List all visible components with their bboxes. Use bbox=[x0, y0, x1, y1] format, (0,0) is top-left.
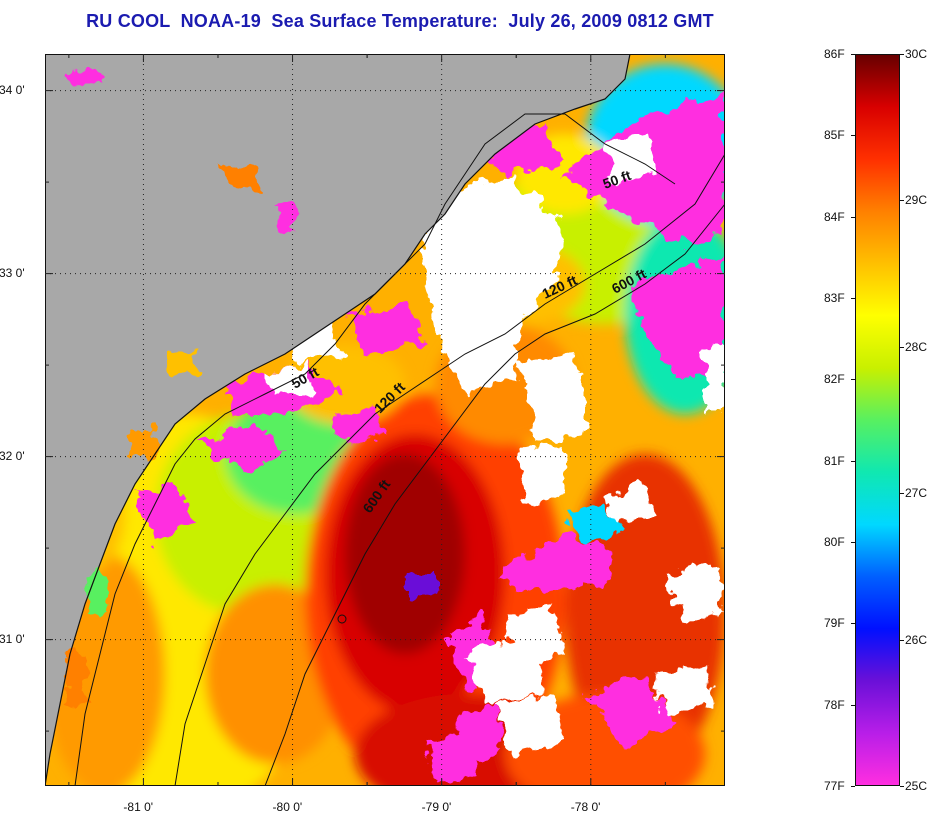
colorbar-f-label: 82F bbox=[824, 372, 845, 387]
sst-map-canvas: 50 ft 120 ft 600 ft 50 ft 120 ft 600 ft bbox=[45, 54, 725, 786]
colorbar-f-tick bbox=[851, 623, 855, 625]
colorbar-f-label: 77F bbox=[824, 779, 845, 793]
lon-tick-label: -81 0' bbox=[123, 800, 154, 814]
colorbar-f-tick bbox=[851, 542, 855, 543]
colorbar-f-label: 83F bbox=[824, 291, 845, 305]
sst-map: 50 ft 120 ft 600 ft 50 ft 120 ft 600 ft bbox=[45, 54, 725, 786]
coastal-fringe bbox=[65, 68, 297, 706]
colorbar-c-label: 25C bbox=[905, 779, 928, 793]
colorbar-f-label: 81F bbox=[824, 453, 845, 468]
colorbar-f-tick bbox=[851, 704, 855, 706]
land-mass bbox=[45, 54, 630, 786]
colorbar-f-tick bbox=[851, 135, 855, 137]
lat-tick-label: 32 0' bbox=[0, 448, 25, 463]
colorbar-gradient bbox=[856, 55, 899, 785]
colorbar-c-label: 28C bbox=[905, 339, 928, 354]
contour-600ft bbox=[264, 203, 725, 786]
lon-tick-label: -79 0' bbox=[421, 800, 452, 814]
colorbar-c-tick bbox=[900, 493, 904, 495]
map-title: RU COOL NOAA-19 Sea Surface Temperature:… bbox=[86, 11, 714, 31]
colorbar-c-tick bbox=[900, 54, 904, 55]
lon-tick-label: -78 0' bbox=[570, 800, 601, 814]
lat-tick-label: 31 0' bbox=[0, 631, 25, 646]
graticule bbox=[45, 54, 725, 786]
colorbar-f-tick bbox=[851, 379, 855, 381]
colorbar-c-tick bbox=[900, 200, 904, 202]
axis-ticks bbox=[45, 54, 725, 786]
colorbar-f-label: 84F bbox=[824, 209, 845, 224]
colorbar-c-tick bbox=[900, 786, 904, 787]
contour-120ft bbox=[174, 153, 725, 786]
colorbar-c-tick bbox=[900, 639, 904, 641]
colorbar-f-label: 80F bbox=[824, 535, 845, 549]
coastline bbox=[45, 54, 631, 786]
colorbar-f-label: 79F bbox=[824, 616, 845, 631]
contour-50ft bbox=[74, 113, 676, 786]
colorbar-c-label: 26C bbox=[905, 632, 928, 647]
colorbar-f-label: 78F bbox=[824, 697, 845, 712]
colorbar-f-tick bbox=[851, 216, 855, 218]
colorbar-f-tick bbox=[851, 298, 855, 299]
lat-tick-label: 34 0' bbox=[0, 82, 25, 97]
colorbar-c-label: 30C bbox=[905, 47, 928, 61]
colorbar-f-label: 85F bbox=[824, 128, 845, 143]
colorbar-f-tick bbox=[851, 786, 855, 787]
colorbar-c-label: 29C bbox=[905, 193, 928, 208]
station-marker bbox=[337, 614, 347, 624]
colorbar-c-tick bbox=[900, 346, 904, 348]
colorbar-c-label: 27C bbox=[905, 486, 928, 501]
colorbar-f-tick bbox=[851, 54, 855, 55]
lat-tick-label: 33 0' bbox=[0, 265, 25, 280]
colorbar bbox=[855, 54, 900, 786]
colorbar-f-label: 86F bbox=[824, 47, 845, 61]
colorbar-f-tick bbox=[851, 460, 855, 462]
cloud-cover bbox=[265, 134, 725, 754]
map-frame bbox=[45, 54, 725, 786]
lon-tick-label: -80 0' bbox=[272, 800, 303, 814]
